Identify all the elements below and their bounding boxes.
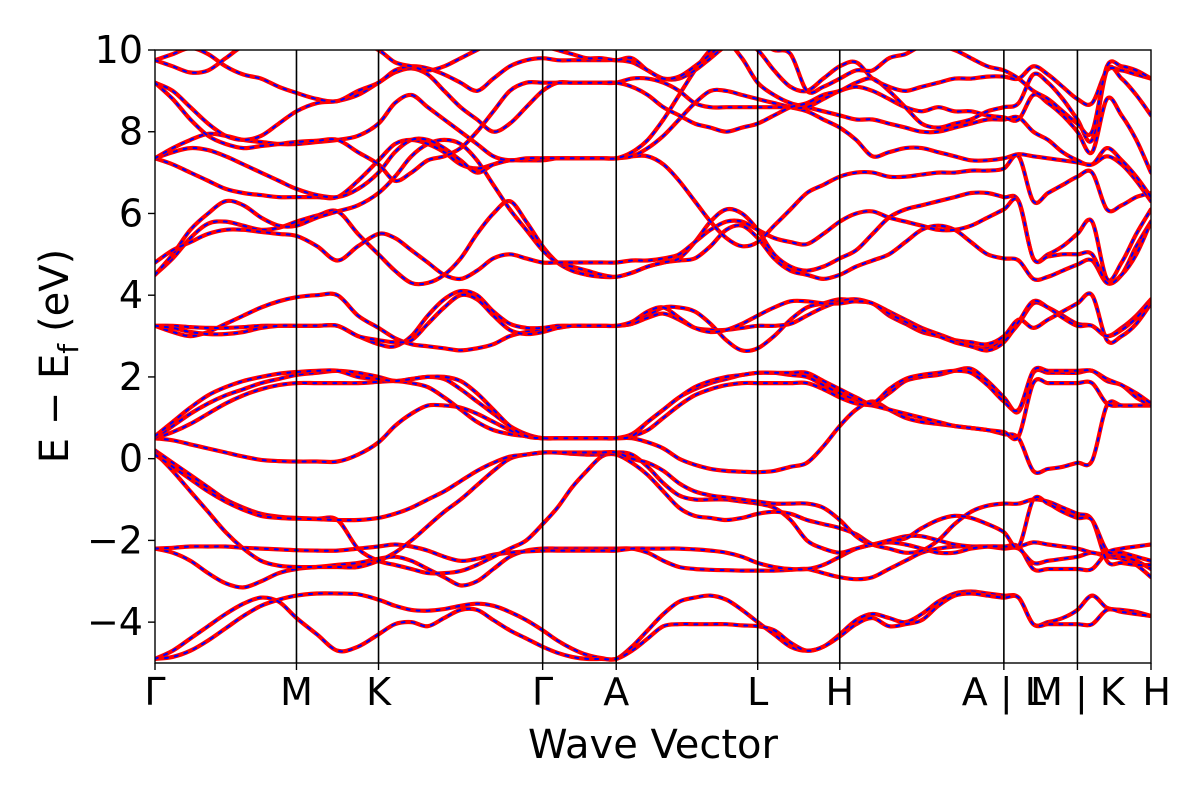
plot-frame bbox=[154, 49, 1152, 664]
band-line-15 bbox=[155, 137, 1151, 283]
x-tick-label: H bbox=[1142, 670, 1171, 714]
band-line-8 bbox=[155, 377, 1151, 442]
y-tick-label: 10 bbox=[95, 28, 143, 72]
band-line-overlay-10 bbox=[155, 366, 1151, 440]
band-line-overlay-5 bbox=[155, 451, 1151, 569]
band-line-overlay-11 bbox=[155, 292, 1151, 352]
band-line-overlay-23 bbox=[155, 50, 1151, 136]
x-tick-label: Γ bbox=[144, 670, 165, 714]
band-line-overlay-21 bbox=[155, 65, 1151, 182]
y-axis-label-main: E − E bbox=[32, 354, 78, 464]
band-line-13 bbox=[155, 292, 1151, 353]
band-line-16 bbox=[155, 196, 1151, 286]
y-tick-label: 8 bbox=[119, 110, 143, 154]
x-tick-label: Γ bbox=[532, 670, 553, 714]
y-tick-label: 4 bbox=[119, 273, 143, 317]
x-axis-ticks: Γ M K Γ A L H A | LM | K H bbox=[144, 663, 1171, 715]
band-line-overlay-22 bbox=[155, 50, 1151, 106]
band-line-overlay-7 bbox=[155, 400, 1151, 474]
band-line-overlay-6 bbox=[155, 451, 1151, 562]
band-line-overlay-8 bbox=[155, 378, 1151, 441]
band-line-overlay-18 bbox=[155, 88, 1151, 203]
band-line-14 bbox=[155, 199, 1151, 287]
y-axis-label-subscript: f bbox=[52, 343, 85, 354]
band-line-12 bbox=[155, 288, 1151, 351]
x-tick-label: A bbox=[603, 670, 629, 714]
y-axis-ticks: −4 −2 0 2 4 6 8 10 bbox=[87, 28, 155, 644]
band-line-overlay-16 bbox=[155, 197, 1151, 285]
band-line-overlay-1 bbox=[155, 592, 1151, 661]
y-tick-label: 6 bbox=[119, 191, 143, 235]
x-tick-label: L bbox=[747, 670, 768, 714]
y-tick-label: −2 bbox=[87, 518, 143, 562]
x-axis-label: Wave Vector bbox=[528, 722, 779, 768]
y-axis-label: E − Ef (eV) bbox=[32, 249, 85, 464]
y-tick-label: 0 bbox=[119, 437, 143, 481]
y-tick-label: −4 bbox=[87, 600, 143, 644]
band-line-overlay-13 bbox=[155, 293, 1151, 352]
band-line-21 bbox=[155, 64, 1151, 184]
x-tick-label: M | K bbox=[1030, 670, 1126, 715]
band-lines bbox=[155, 50, 1151, 662]
x-tick-label: M bbox=[280, 670, 313, 714]
x-tick-label: A | L bbox=[962, 670, 1046, 715]
y-tick-label: 2 bbox=[119, 355, 143, 399]
x-tick-label: H bbox=[825, 670, 854, 714]
svg-text:E − Ef(eV): E − Ef (eV) bbox=[32, 249, 85, 464]
high-symmetry-lines bbox=[295, 50, 1079, 663]
x-tick-label: K bbox=[366, 670, 392, 714]
band-line-overlay-14 bbox=[155, 200, 1151, 286]
y-axis-label-unit: (eV) bbox=[32, 249, 78, 332]
band-line-19 bbox=[155, 50, 1151, 200]
